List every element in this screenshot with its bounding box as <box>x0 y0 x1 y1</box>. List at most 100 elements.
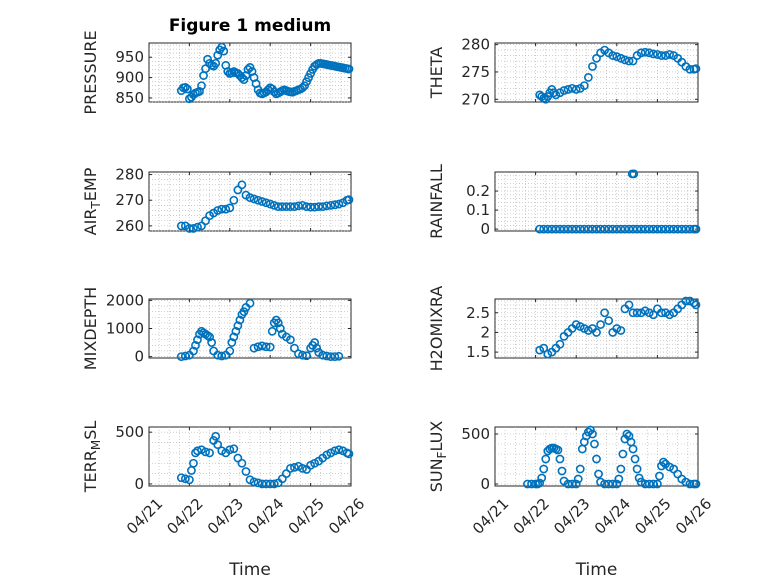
data-point <box>592 224 601 234</box>
data-point <box>590 439 599 449</box>
data-point <box>685 479 695 489</box>
y-tick-label: 270 <box>115 191 144 209</box>
data-point <box>253 195 263 205</box>
data-point <box>249 194 259 204</box>
subplot-6: 1.5 22.5 H2OMIXRA <box>427 286 701 372</box>
data-point <box>657 308 666 318</box>
data-point <box>193 446 202 456</box>
data-point <box>290 202 299 212</box>
data-point <box>322 201 332 211</box>
data-point <box>691 64 701 74</box>
data-point <box>612 479 622 489</box>
data-point <box>685 224 695 234</box>
data-point <box>620 55 630 65</box>
data-point <box>622 429 632 439</box>
data-point <box>253 478 263 488</box>
data-point <box>257 479 267 489</box>
data-point <box>661 51 670 60</box>
data-point <box>592 328 601 337</box>
y-tick-label: 260 <box>115 217 144 235</box>
data-point <box>249 343 259 353</box>
data-point <box>648 49 658 59</box>
y-tick-label: 280 <box>461 36 490 54</box>
x-axis-label: Time <box>228 560 271 580</box>
data-point <box>231 326 241 336</box>
data-point <box>189 458 198 468</box>
y-tick-label: 2000 <box>106 291 144 309</box>
y-axis-label: PRESSURE <box>81 30 100 114</box>
data-point <box>681 296 691 306</box>
data-point <box>312 343 322 353</box>
data-point <box>273 318 283 328</box>
data-point <box>334 351 344 361</box>
figure-title: Figure 1 medium <box>169 16 331 36</box>
data-point <box>302 202 311 212</box>
data-point <box>636 224 646 234</box>
y-tick-label: 0.1 <box>466 201 490 219</box>
data-point <box>290 462 299 472</box>
data-point <box>648 479 658 489</box>
data-point <box>640 47 650 57</box>
data-point <box>217 351 227 361</box>
data-point <box>235 315 245 325</box>
y-tick-label: 0.2 <box>466 182 490 200</box>
data-point <box>306 202 315 212</box>
data-point <box>273 202 283 212</box>
data-point <box>213 206 223 215</box>
data-point <box>644 479 654 489</box>
data-point <box>600 224 610 234</box>
data-point <box>213 440 223 449</box>
data-point <box>225 203 235 213</box>
data-point <box>229 444 239 454</box>
data-point <box>257 197 267 206</box>
plot-area <box>148 426 352 487</box>
data-point <box>648 310 658 320</box>
data-point <box>261 479 271 489</box>
data-point <box>559 86 569 95</box>
y-tick-label: 500 <box>461 425 490 443</box>
y-tick-label: 280 <box>115 166 144 184</box>
data-point <box>612 224 622 234</box>
data-point <box>657 224 666 234</box>
data-point <box>233 321 243 331</box>
data-point <box>644 224 654 234</box>
data-point <box>237 458 247 468</box>
data-point <box>223 67 233 76</box>
y-tick-label: 270 <box>461 90 490 108</box>
data-point <box>269 479 279 489</box>
data-point <box>648 224 658 234</box>
y-axis-label: H2OMIXRA <box>427 286 446 372</box>
data-point <box>588 62 597 71</box>
data-point <box>285 335 295 345</box>
x-axis-label: Time <box>575 560 618 580</box>
data-point <box>571 85 581 94</box>
data-point <box>281 202 291 212</box>
data-point <box>229 332 239 342</box>
data-point <box>571 479 581 489</box>
data-point <box>241 467 251 476</box>
data-point <box>227 338 237 347</box>
data-point <box>549 88 559 98</box>
data-point <box>298 83 307 93</box>
data-point <box>180 351 190 361</box>
data-point <box>211 58 221 68</box>
data-point <box>620 224 630 234</box>
y-tick-label: 0 <box>134 475 144 493</box>
data-point <box>644 48 654 58</box>
data-point <box>575 464 585 474</box>
data-point <box>624 224 634 234</box>
data-point <box>535 224 545 234</box>
data-point <box>193 222 202 232</box>
data-point <box>653 50 662 59</box>
y-tick-label: 500 <box>115 423 144 441</box>
y-axis-label: RAINFALL <box>427 164 446 239</box>
data-point <box>612 52 622 62</box>
data-point <box>257 341 267 351</box>
data-point <box>180 474 190 484</box>
data-point <box>657 51 666 60</box>
data-point <box>205 448 214 458</box>
data-point <box>344 449 354 459</box>
data-point <box>330 200 340 210</box>
data-point <box>539 464 549 474</box>
data-point <box>265 479 275 489</box>
